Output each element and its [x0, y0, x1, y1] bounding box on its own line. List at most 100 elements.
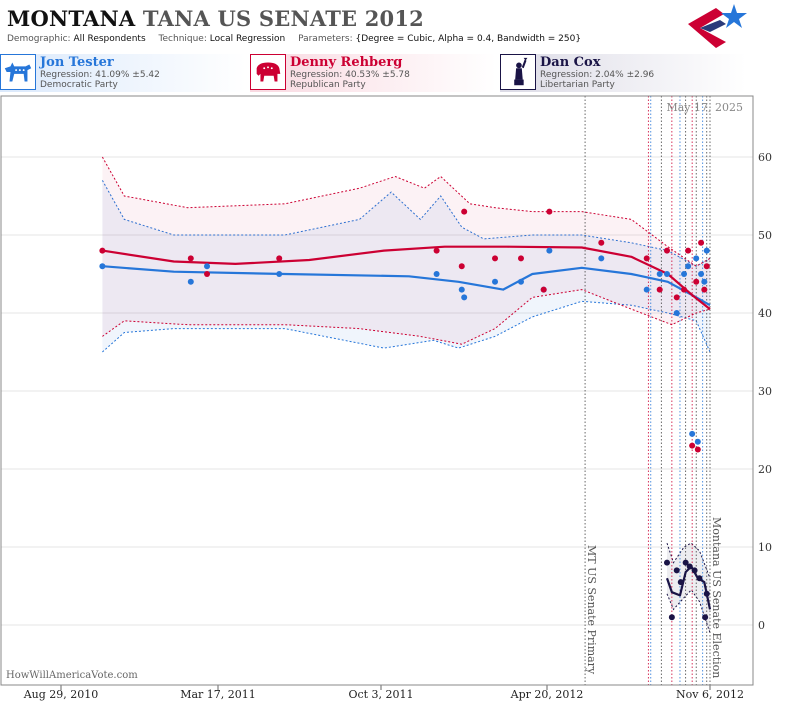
- poll-point[interactable]: [698, 271, 705, 277]
- technique-label: Technique:: [158, 34, 207, 44]
- poll-point[interactable]: [204, 263, 211, 270]
- poll-point[interactable]: [673, 567, 680, 574]
- x-tick-label: Oct 3, 2011: [348, 688, 413, 701]
- header: MONTANA TANA US SENATE 2012 Demographic:…: [0, 0, 789, 52]
- poll-point[interactable]: [673, 294, 680, 301]
- poll-point[interactable]: [668, 614, 675, 621]
- footer-credit: HowWillAmericaVote.com: [6, 670, 138, 681]
- poll-point[interactable]: [664, 271, 671, 277]
- candidate-party: Democratic Party: [40, 80, 118, 90]
- poll-point[interactable]: [701, 278, 708, 285]
- poll-point[interactable]: [689, 430, 696, 437]
- x-tick-label: Apr 20, 2012: [510, 688, 584, 701]
- poll-point[interactable]: [458, 286, 465, 293]
- candidate-name: Jon Tester: [40, 55, 114, 70]
- poll-point[interactable]: [694, 438, 701, 445]
- poll-point[interactable]: [685, 263, 692, 270]
- poll-point[interactable]: [598, 239, 605, 246]
- y-tick-label: 50: [758, 229, 772, 242]
- poll-point[interactable]: [703, 263, 710, 270]
- poll-point[interactable]: [598, 255, 605, 262]
- title-state: MONTANA: [7, 6, 136, 31]
- poll-point[interactable]: [664, 247, 671, 254]
- confidence-band: [102, 180, 710, 352]
- y-tick-label: 40: [758, 307, 772, 320]
- poll-point[interactable]: [546, 208, 553, 215]
- candidate-party: Republican Party: [290, 80, 366, 90]
- poll-point[interactable]: [643, 286, 650, 293]
- candidate-regression: Regression: 40.53% ±5.78: [290, 70, 410, 80]
- poll-point[interactable]: [696, 575, 703, 582]
- poll-point[interactable]: [546, 247, 553, 254]
- candidate-name: Denny Rehberg: [290, 55, 403, 70]
- confidence-band: [102, 157, 710, 345]
- poll-point[interactable]: [677, 579, 684, 586]
- poll-point[interactable]: [664, 559, 671, 566]
- event-label: Montana US Senate Election: [710, 517, 723, 678]
- x-tick-label: Nov 6, 2012: [676, 688, 744, 701]
- poll-point[interactable]: [461, 208, 468, 215]
- y-tick-label: 30: [758, 385, 772, 398]
- x-tick-label: Aug 29, 2010: [23, 688, 99, 701]
- parameters-value: {Degree = Cubic, Alpha = 0.4, Bandwidth …: [355, 34, 582, 44]
- lower-bound-line: [102, 289, 711, 345]
- poll-point[interactable]: [685, 247, 692, 254]
- poll-point[interactable]: [673, 310, 680, 316]
- poll-point[interactable]: [276, 255, 283, 262]
- poll-point[interactable]: [99, 247, 106, 254]
- poll-point[interactable]: [691, 567, 698, 574]
- poll-point[interactable]: [187, 278, 194, 285]
- parameters-label: Parameters:: [298, 34, 353, 44]
- poll-point[interactable]: [204, 271, 211, 277]
- poll-point[interactable]: [517, 278, 524, 285]
- poll-point[interactable]: [681, 286, 688, 293]
- poll-point[interactable]: [492, 255, 499, 262]
- demographic-label: Demographic:: [7, 34, 71, 44]
- candidate-tester: Jon Tester Regression: 41.09% ±5.42 Demo…: [0, 54, 246, 92]
- poll-point[interactable]: [693, 278, 700, 285]
- poll-point[interactable]: [458, 263, 465, 270]
- poll-point[interactable]: [643, 255, 650, 262]
- lower-bound-line: [102, 300, 711, 353]
- poll-point[interactable]: [656, 286, 663, 293]
- candidate-cox: Dan Cox Regression: 2.04% ±2.96 Libertar…: [500, 54, 746, 92]
- trend-line: [665, 565, 712, 610]
- demographic-value: All Respondents: [73, 34, 146, 44]
- date-label: May 17, 2025: [666, 101, 743, 114]
- parameters-line: Demographic: All Respondents Technique: …: [7, 34, 591, 44]
- poll-point[interactable]: [433, 271, 440, 277]
- trend-line: [102, 265, 711, 307]
- poll-point[interactable]: [540, 286, 547, 293]
- poll-point[interactable]: [703, 247, 710, 254]
- trend-line: [102, 245, 711, 310]
- x-tick-label: Mar 17, 2011: [180, 688, 256, 701]
- poll-point[interactable]: [682, 559, 689, 566]
- y-tick-label: 60: [758, 151, 772, 164]
- poll-point[interactable]: [276, 271, 283, 277]
- poll-point[interactable]: [492, 278, 499, 285]
- poll-point[interactable]: [701, 286, 708, 293]
- poll-point[interactable]: [694, 446, 701, 453]
- poll-point[interactable]: [702, 614, 709, 621]
- star-logo-icon[interactable]: [686, 2, 750, 48]
- upper-bound-line: [101, 180, 711, 267]
- poll-point[interactable]: [187, 255, 194, 262]
- poll-point[interactable]: [698, 239, 705, 246]
- upper-bound-line: [666, 542, 711, 579]
- poll-point[interactable]: [681, 271, 688, 277]
- y-tick-label: 0: [758, 619, 765, 632]
- candidate-regression: Regression: 41.09% ±5.42: [40, 70, 160, 80]
- poll-point[interactable]: [693, 255, 700, 262]
- poll-point[interactable]: [99, 263, 106, 270]
- poll-point[interactable]: [689, 442, 696, 449]
- poll-point[interactable]: [517, 255, 524, 262]
- poll-point[interactable]: [433, 247, 440, 254]
- poll-point[interactable]: [703, 590, 710, 597]
- statue-of-liberty-icon: [500, 54, 536, 90]
- poll-point[interactable]: [656, 271, 663, 277]
- poll-point[interactable]: [461, 294, 468, 301]
- confidence-band: [667, 543, 710, 633]
- upper-bound-line: [101, 156, 711, 267]
- candidate-regression: Regression: 2.04% ±2.96: [540, 70, 655, 80]
- poll-point[interactable]: [686, 563, 693, 570]
